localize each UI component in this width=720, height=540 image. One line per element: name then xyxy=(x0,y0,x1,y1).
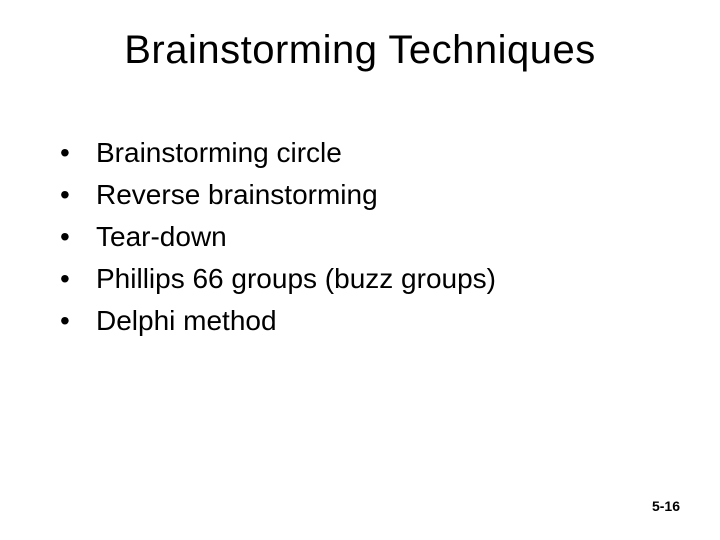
list-item: • Delphi method xyxy=(60,300,496,342)
bullet-list: • Brainstorming circle • Reverse brainst… xyxy=(60,132,496,342)
bullet-icon: • xyxy=(60,258,96,300)
slide-title: Brainstorming Techniques xyxy=(0,0,720,73)
list-item: • Reverse brainstorming xyxy=(60,174,496,216)
bullet-text: Reverse brainstorming xyxy=(96,174,378,216)
bullet-text: Delphi method xyxy=(96,300,277,342)
list-item: • Brainstorming circle xyxy=(60,132,496,174)
bullet-icon: • xyxy=(60,174,96,216)
bullet-icon: • xyxy=(60,216,96,258)
slide: Brainstorming Techniques • Brainstorming… xyxy=(0,0,720,540)
list-item: • Phillips 66 groups (buzz groups) xyxy=(60,258,496,300)
list-item: • Tear-down xyxy=(60,216,496,258)
slide-number: 5-16 xyxy=(652,498,680,514)
bullet-text: Brainstorming circle xyxy=(96,132,342,174)
bullet-text: Tear-down xyxy=(96,216,227,258)
bullet-text: Phillips 66 groups (buzz groups) xyxy=(96,258,496,300)
bullet-icon: • xyxy=(60,300,96,342)
bullet-icon: • xyxy=(60,132,96,174)
